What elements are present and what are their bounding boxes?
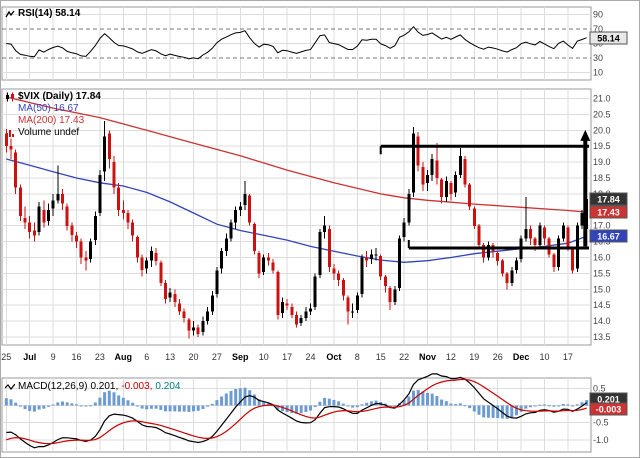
svg-text:15: 15 <box>376 352 386 362</box>
candles <box>4 120 589 339</box>
ma50-line <box>6 158 587 263</box>
svg-text:14.5: 14.5 <box>593 300 611 310</box>
ma200-line <box>6 96 587 213</box>
svg-text:90: 90 <box>593 9 603 19</box>
svg-text:20.0: 20.0 <box>593 125 611 135</box>
svg-text:21.0: 21.0 <box>593 94 611 104</box>
svg-text:13.5: 13.5 <box>593 332 611 342</box>
svg-text:10: 10 <box>259 352 269 362</box>
svg-text:0.5: 0.5 <box>593 383 606 393</box>
svg-text:16: 16 <box>71 352 81 362</box>
svg-text:17.84: 17.84 <box>597 195 620 205</box>
svg-text:0.201: 0.201 <box>597 395 620 405</box>
svg-text:Jul: Jul <box>23 352 36 362</box>
svg-text:24: 24 <box>305 352 315 362</box>
macd-line <box>6 373 588 449</box>
svg-text:17: 17 <box>282 352 292 362</box>
macd-signal-line <box>6 378 587 445</box>
svg-text:27: 27 <box>212 352 222 362</box>
svg-text:-0.5: -0.5 <box>593 418 609 428</box>
svg-text:19: 19 <box>469 352 479 362</box>
svg-text:16.0: 16.0 <box>593 253 611 263</box>
svg-text:16.67: 16.67 <box>597 232 620 242</box>
svg-text:Nov: Nov <box>419 352 436 362</box>
svg-text:Oct: Oct <box>326 352 341 362</box>
svg-text:15.5: 15.5 <box>593 268 611 278</box>
svg-text:58.14: 58.14 <box>597 34 620 44</box>
svg-text:Aug: Aug <box>115 352 133 362</box>
svg-text:17.0: 17.0 <box>593 221 611 231</box>
last-value-boxes: 58.14 17.84 17.43 16.67 0.201-0.003 <box>589 31 628 416</box>
svg-text:13: 13 <box>165 352 175 362</box>
svg-text:30: 30 <box>593 53 603 63</box>
macd-lines <box>6 373 588 449</box>
svg-text:18.5: 18.5 <box>593 173 611 183</box>
svg-text:20.5: 20.5 <box>593 109 611 119</box>
svg-text:23: 23 <box>95 352 105 362</box>
svg-text:19.5: 19.5 <box>593 141 611 151</box>
x-axis-labels: 25 Jul 9 16 23 Aug 6 13 20 27 Sep 10 17 24 Oct 8 15 22 Nov… <box>1 352 573 362</box>
svg-text:9: 9 <box>51 352 56 362</box>
svg-text:8: 8 <box>355 352 360 362</box>
svg-text:-0.003: -0.003 <box>596 405 622 415</box>
annotations <box>379 144 589 250</box>
panel-frames <box>1 6 592 453</box>
svg-text:20: 20 <box>188 352 198 362</box>
svg-text:25: 25 <box>1 352 11 362</box>
svg-text:10: 10 <box>593 68 603 78</box>
svg-text:Dec: Dec <box>513 352 530 362</box>
svg-text:6: 6 <box>144 352 149 362</box>
rsi-line <box>6 25 587 60</box>
svg-text:15.0: 15.0 <box>593 284 611 294</box>
svg-text:22: 22 <box>399 352 409 362</box>
svg-text:17.43: 17.43 <box>597 208 620 218</box>
svg-text:26: 26 <box>493 352 503 362</box>
svg-text:70: 70 <box>593 24 603 34</box>
svg-text:19.0: 19.0 <box>593 157 611 167</box>
y-axis-labels: 907050301021.020.520.019.519.018.518.017… <box>593 9 611 445</box>
svg-text:17: 17 <box>563 352 573 362</box>
svg-text:Sep: Sep <box>232 352 249 362</box>
svg-text:12: 12 <box>446 352 456 362</box>
svg-text:-1.0: -1.0 <box>593 435 609 445</box>
svg-text:10: 10 <box>539 352 549 362</box>
svg-text:14.0: 14.0 <box>593 316 611 326</box>
breakout-arrow <box>580 129 591 247</box>
